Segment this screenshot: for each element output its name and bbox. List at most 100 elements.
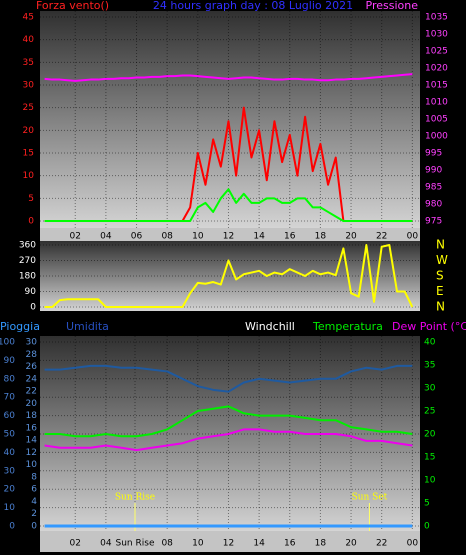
tick-label: 14 — [26, 436, 38, 446]
tick-label: 26 — [26, 362, 38, 372]
legend-entry: Dew Point (°C) — [392, 320, 466, 333]
tick-label: N — [436, 238, 445, 252]
tick-label: 12 — [26, 448, 37, 458]
x-tick-label: 08 — [161, 539, 173, 549]
tick-label: 16 — [26, 423, 38, 433]
tick-label: 30 — [26, 338, 38, 348]
tick-label: 25 — [23, 103, 34, 113]
tick-label: 70 — [4, 393, 16, 403]
tick-label: 24 — [26, 374, 38, 384]
plot-area — [40, 11, 420, 228]
x-tick-label: 00 — [407, 539, 419, 549]
tick-label: 35 — [424, 361, 435, 371]
tick-label: 80 — [4, 374, 16, 384]
x-tick-label: Sun Rise — [116, 539, 155, 549]
tick-label: 60 — [4, 411, 16, 421]
x-tick-label: 18 — [315, 539, 327, 549]
tick-label: 20 — [424, 430, 436, 440]
tick-label: 10 — [4, 503, 16, 513]
tick-label: 0 — [424, 522, 430, 532]
tick-label: 10 — [26, 460, 38, 470]
tick-label: 45 — [23, 13, 34, 23]
x-tick-label: 04 — [100, 539, 112, 549]
tick-label: N — [436, 300, 445, 314]
tick-label: 30 — [424, 384, 436, 394]
tick-label: 20 — [4, 485, 16, 495]
x-tick-label: 16 — [284, 539, 296, 549]
tick-label: 100 — [0, 338, 15, 348]
x-tick-label: 06 — [131, 232, 143, 242]
tick-label: 180 — [19, 272, 36, 282]
annotation: Sun Set — [352, 493, 388, 503]
tick-label: 1005 — [425, 115, 448, 125]
tick-label: 25 — [424, 407, 435, 417]
tick-label: 30 — [4, 466, 16, 476]
x-axis-band — [40, 531, 420, 552]
x-tick-label: 10 — [192, 232, 204, 242]
tick-label: 270 — [19, 256, 36, 266]
x-tick-label: 22 — [376, 232, 387, 242]
tick-label: 995 — [425, 149, 442, 159]
x-tick-label: 08 — [161, 232, 173, 242]
tick-label: 40 — [424, 338, 436, 348]
tick-label: 1025 — [425, 47, 448, 57]
x-tick-label: 10 — [192, 539, 204, 549]
tick-label: 1020 — [425, 64, 448, 74]
tick-label: E — [436, 284, 444, 298]
x-tick-label: 12 — [223, 539, 234, 549]
x-tick-label: 22 — [376, 539, 387, 549]
tick-label: 28 — [26, 350, 38, 360]
tick-label: 1035 — [425, 13, 448, 23]
series-line — [44, 364, 413, 393]
tick-label: 6 — [31, 485, 37, 495]
series-line — [44, 244, 414, 308]
x-tick-label: 16 — [284, 232, 296, 242]
series-line — [44, 73, 413, 82]
tick-label: 1010 — [425, 98, 448, 108]
tick-label: 990 — [425, 166, 442, 176]
tick-label: 0 — [28, 217, 34, 227]
legend-entry: Temperatura — [312, 320, 383, 333]
x-tick-label: 14 — [253, 232, 265, 242]
x-tick-label: 14 — [253, 539, 265, 549]
pressure-label: Pressione — [366, 0, 419, 12]
tick-label: 40 — [4, 448, 16, 458]
tick-label: 20 — [23, 126, 35, 136]
tick-label: 0 — [30, 303, 36, 313]
tick-label: S — [436, 269, 444, 283]
tick-label: 30 — [23, 81, 35, 91]
tick-label: 20 — [26, 399, 38, 409]
tick-label: 5 — [28, 194, 34, 204]
annotation: Sun Rise — [115, 493, 155, 503]
tick-label: 10 — [23, 171, 35, 181]
legend-entry: Pioggia — [0, 320, 40, 333]
tick-label: 2 — [31, 509, 37, 519]
tick-label: 0 — [31, 522, 37, 532]
x-tick-label: 04 — [100, 232, 112, 242]
tick-label: 90 — [25, 287, 37, 297]
wind-label: Forza vento() — [36, 0, 109, 12]
tick-label: 40 — [23, 35, 35, 45]
tick-label: 35 — [23, 58, 34, 68]
tick-label: 22 — [26, 387, 37, 397]
x-tick-label: 02 — [70, 232, 81, 242]
tick-label: 4 — [31, 497, 37, 507]
tick-label: 975 — [425, 217, 442, 227]
tick-label: 5 — [424, 499, 430, 509]
x-tick-label: 02 — [70, 539, 81, 549]
series-line — [44, 405, 413, 438]
x-tick-label: 12 — [223, 232, 234, 242]
x-tick-label: 20 — [345, 539, 357, 549]
tick-label: 980 — [425, 200, 442, 210]
tick-label: 18 — [26, 411, 38, 421]
tick-label: 50 — [4, 430, 16, 440]
tick-label: 10 — [424, 476, 436, 486]
tick-label: 0 — [9, 522, 15, 532]
tick-label: 1015 — [425, 81, 448, 91]
tick-label: 1030 — [425, 30, 448, 40]
x-tick-label: 20 — [345, 232, 357, 242]
x-axis-band — [40, 228, 420, 242]
tick-label: W — [436, 253, 448, 267]
